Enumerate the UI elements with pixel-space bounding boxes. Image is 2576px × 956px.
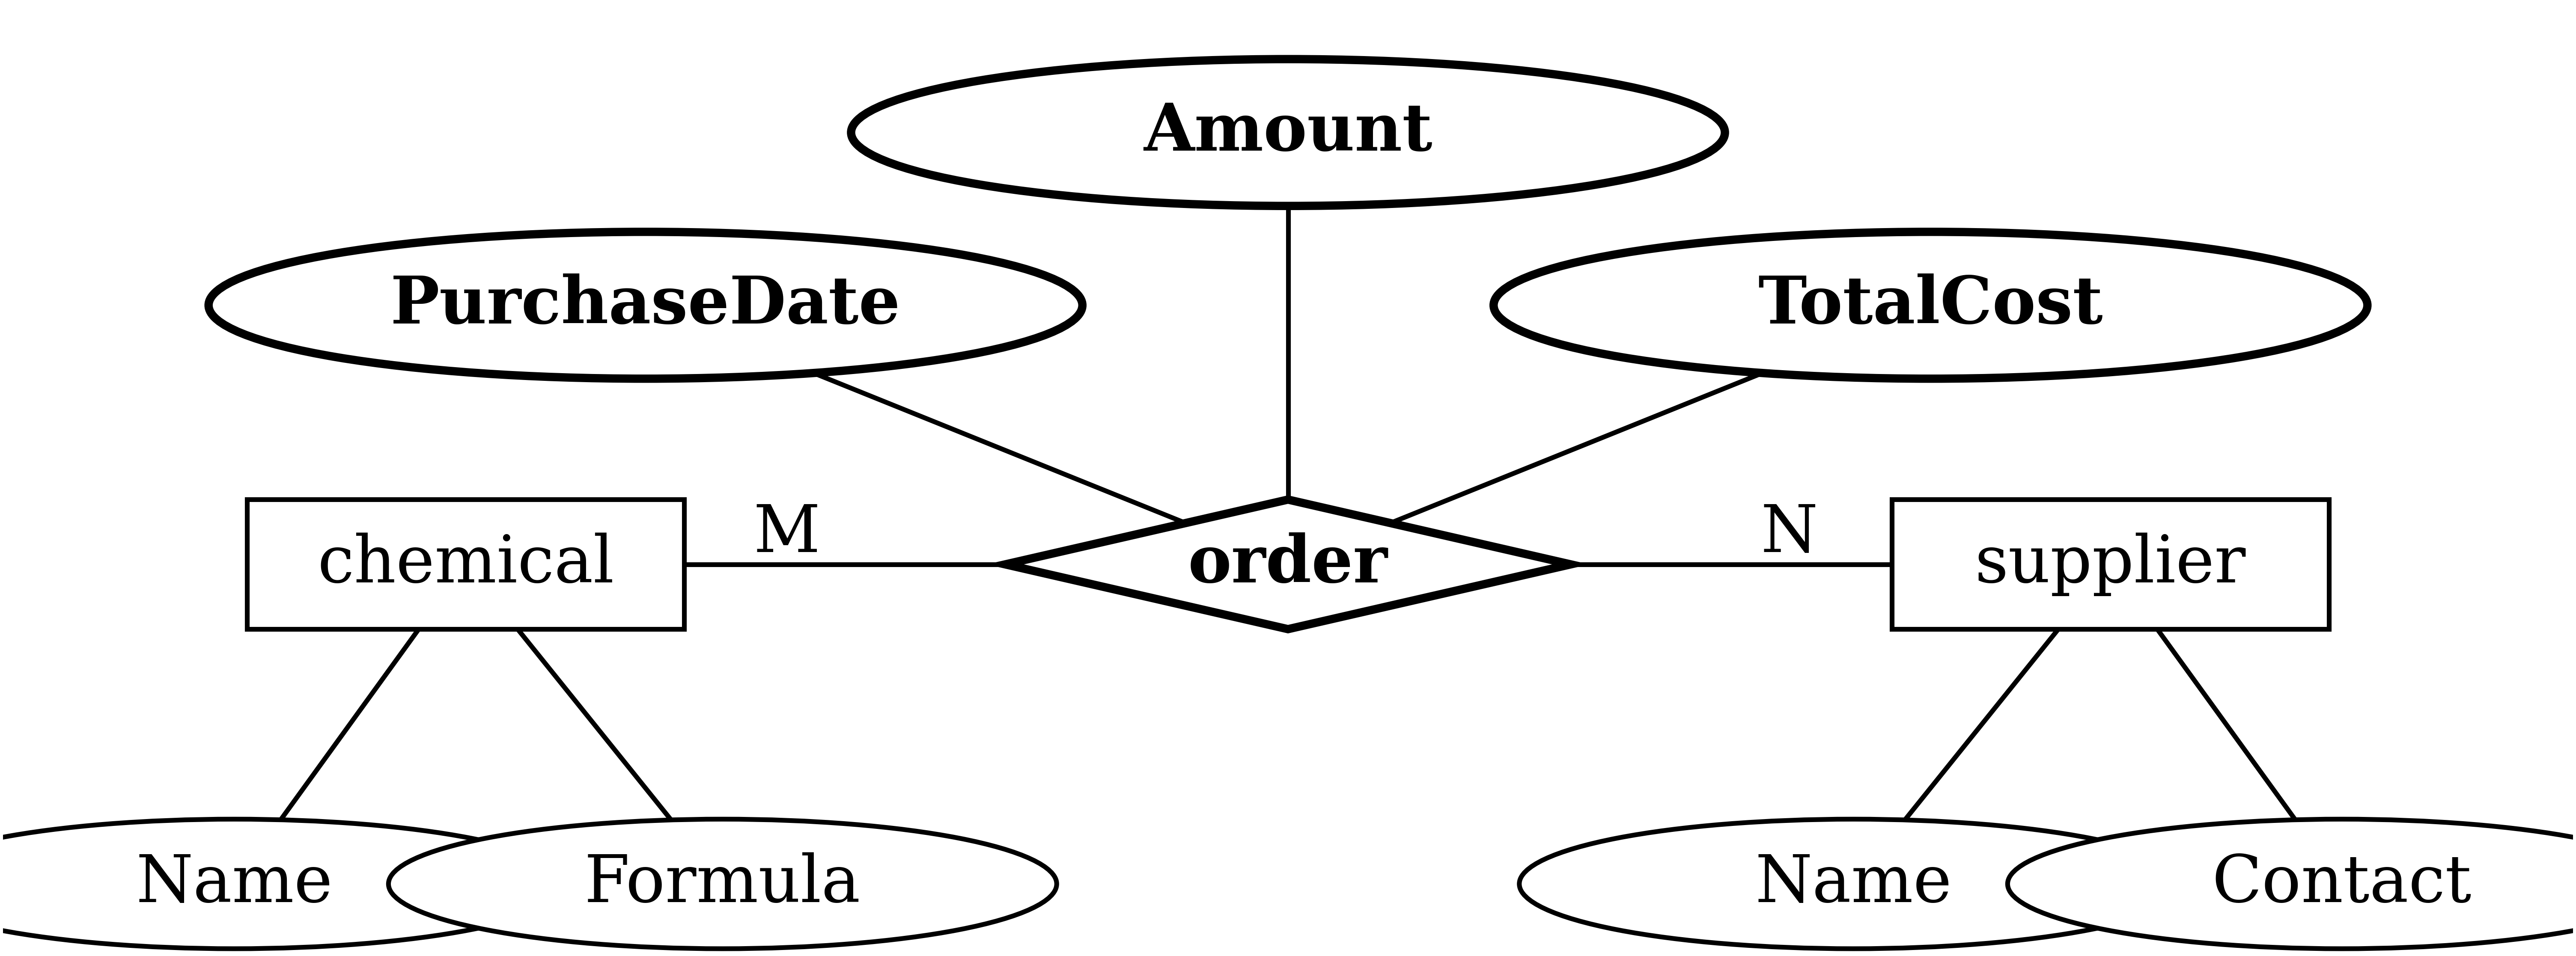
Text: Amount: Amount — [1144, 100, 1432, 164]
Text: chemical: chemical — [317, 532, 613, 597]
Ellipse shape — [209, 232, 1082, 379]
Ellipse shape — [850, 59, 1726, 206]
Text: Formula: Formula — [585, 852, 860, 916]
Text: M: M — [752, 503, 819, 566]
Polygon shape — [1005, 500, 1571, 629]
Ellipse shape — [0, 819, 569, 948]
Text: supplier: supplier — [1976, 532, 2246, 597]
Ellipse shape — [1494, 232, 2367, 379]
Text: PurchaseDate: PurchaseDate — [392, 273, 902, 337]
Text: N: N — [1759, 503, 1819, 566]
Text: Name: Name — [137, 852, 332, 916]
Ellipse shape — [1520, 819, 2187, 948]
Ellipse shape — [2007, 819, 2576, 948]
Ellipse shape — [389, 819, 1056, 948]
Bar — [1891, 500, 2329, 629]
Text: Contact: Contact — [2213, 852, 2470, 916]
Text: TotalCost: TotalCost — [1757, 273, 2102, 337]
Bar — [247, 500, 685, 629]
Text: order: order — [1188, 532, 1388, 597]
Text: Name: Name — [1754, 852, 1953, 916]
